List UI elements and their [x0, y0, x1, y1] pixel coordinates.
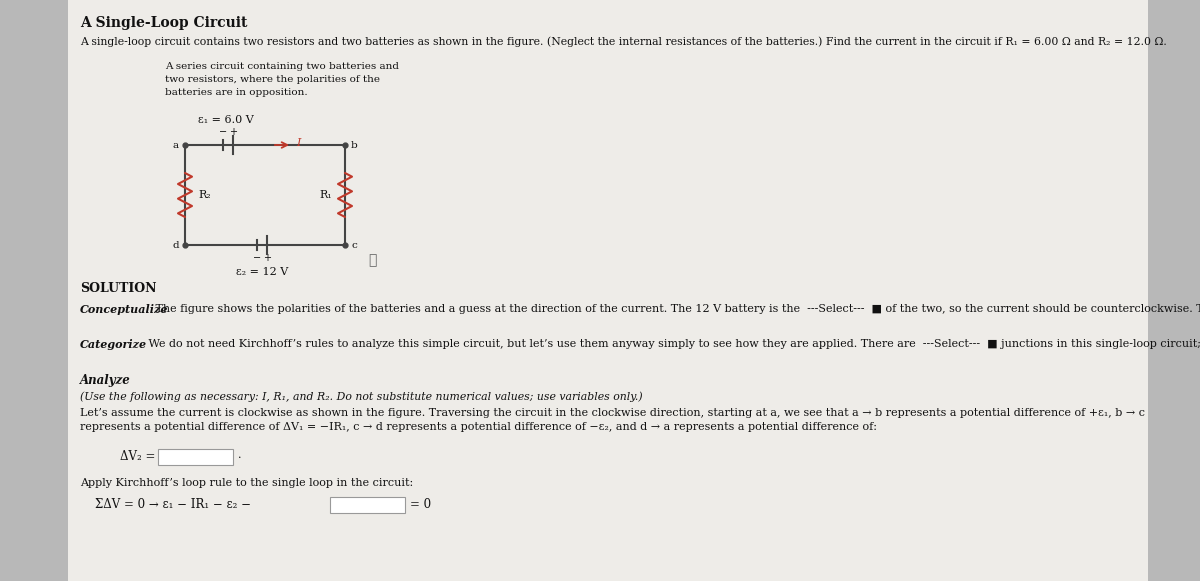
Text: +: + — [263, 253, 271, 263]
Text: d: d — [173, 241, 179, 249]
Bar — [1148, 0, 1200, 581]
Text: b: b — [352, 141, 358, 149]
Text: Let’s assume the current is clockwise as shown in the figure. Traversing the cir: Let’s assume the current is clockwise as… — [80, 408, 1145, 418]
Text: +: + — [229, 127, 238, 137]
Text: The figure shows the polarities of the batteries and a guess at the direction of: The figure shows the polarities of the b… — [152, 304, 1200, 314]
Text: −: − — [253, 253, 262, 263]
Bar — [158, 449, 233, 465]
Text: ε₂ = 12 V: ε₂ = 12 V — [236, 267, 288, 277]
Text: ⓘ: ⓘ — [368, 253, 376, 267]
Text: two resistors, where the polarities of the: two resistors, where the polarities of t… — [166, 75, 380, 84]
Text: R₂: R₂ — [198, 190, 211, 200]
Text: a: a — [173, 141, 179, 149]
Text: I: I — [296, 138, 300, 148]
Text: −: − — [218, 127, 227, 137]
Text: A Single-Loop Circuit: A Single-Loop Circuit — [80, 16, 247, 30]
Bar — [0, 0, 68, 581]
Text: batteries are in opposition.: batteries are in opposition. — [166, 88, 307, 97]
Text: = 0: = 0 — [410, 498, 431, 511]
Text: Apply Kirchhoff’s loop rule to the single loop in the circuit:: Apply Kirchhoff’s loop rule to the singl… — [80, 478, 413, 488]
Text: ΔV₂ =: ΔV₂ = — [120, 450, 155, 463]
Text: Analyze: Analyze — [80, 374, 131, 387]
Bar — [330, 497, 406, 513]
Text: A single-loop circuit contains two resistors and two batteries as shown in the f: A single-loop circuit contains two resis… — [80, 36, 1166, 46]
Text: represents a potential difference of ΔV₁ = −IR₁, c → d represents a potential di: represents a potential difference of ΔV₁… — [80, 422, 877, 432]
Text: Categorize: Categorize — [80, 339, 148, 350]
Text: ΣΔV = 0 → ε₁ − IR₁ − ε₂ −: ΣΔV = 0 → ε₁ − IR₁ − ε₂ − — [95, 498, 251, 511]
Text: R₁: R₁ — [319, 190, 332, 200]
Text: SOLUTION: SOLUTION — [80, 282, 156, 295]
Text: A series circuit containing two batteries and: A series circuit containing two batterie… — [166, 62, 398, 71]
Text: ε₁ = 6.0 V: ε₁ = 6.0 V — [198, 115, 254, 125]
Text: Conceptualize: Conceptualize — [80, 304, 168, 315]
Text: We do not need Kirchhoff’s rules to analyze this simple circuit, but let’s use t: We do not need Kirchhoff’s rules to anal… — [145, 339, 1200, 349]
Text: c: c — [352, 241, 356, 249]
Text: .: . — [238, 450, 241, 460]
Text: (Use the following as necessary: I, R₁, and R₂. Do not substitute numerical valu: (Use the following as necessary: I, R₁, … — [80, 391, 643, 401]
